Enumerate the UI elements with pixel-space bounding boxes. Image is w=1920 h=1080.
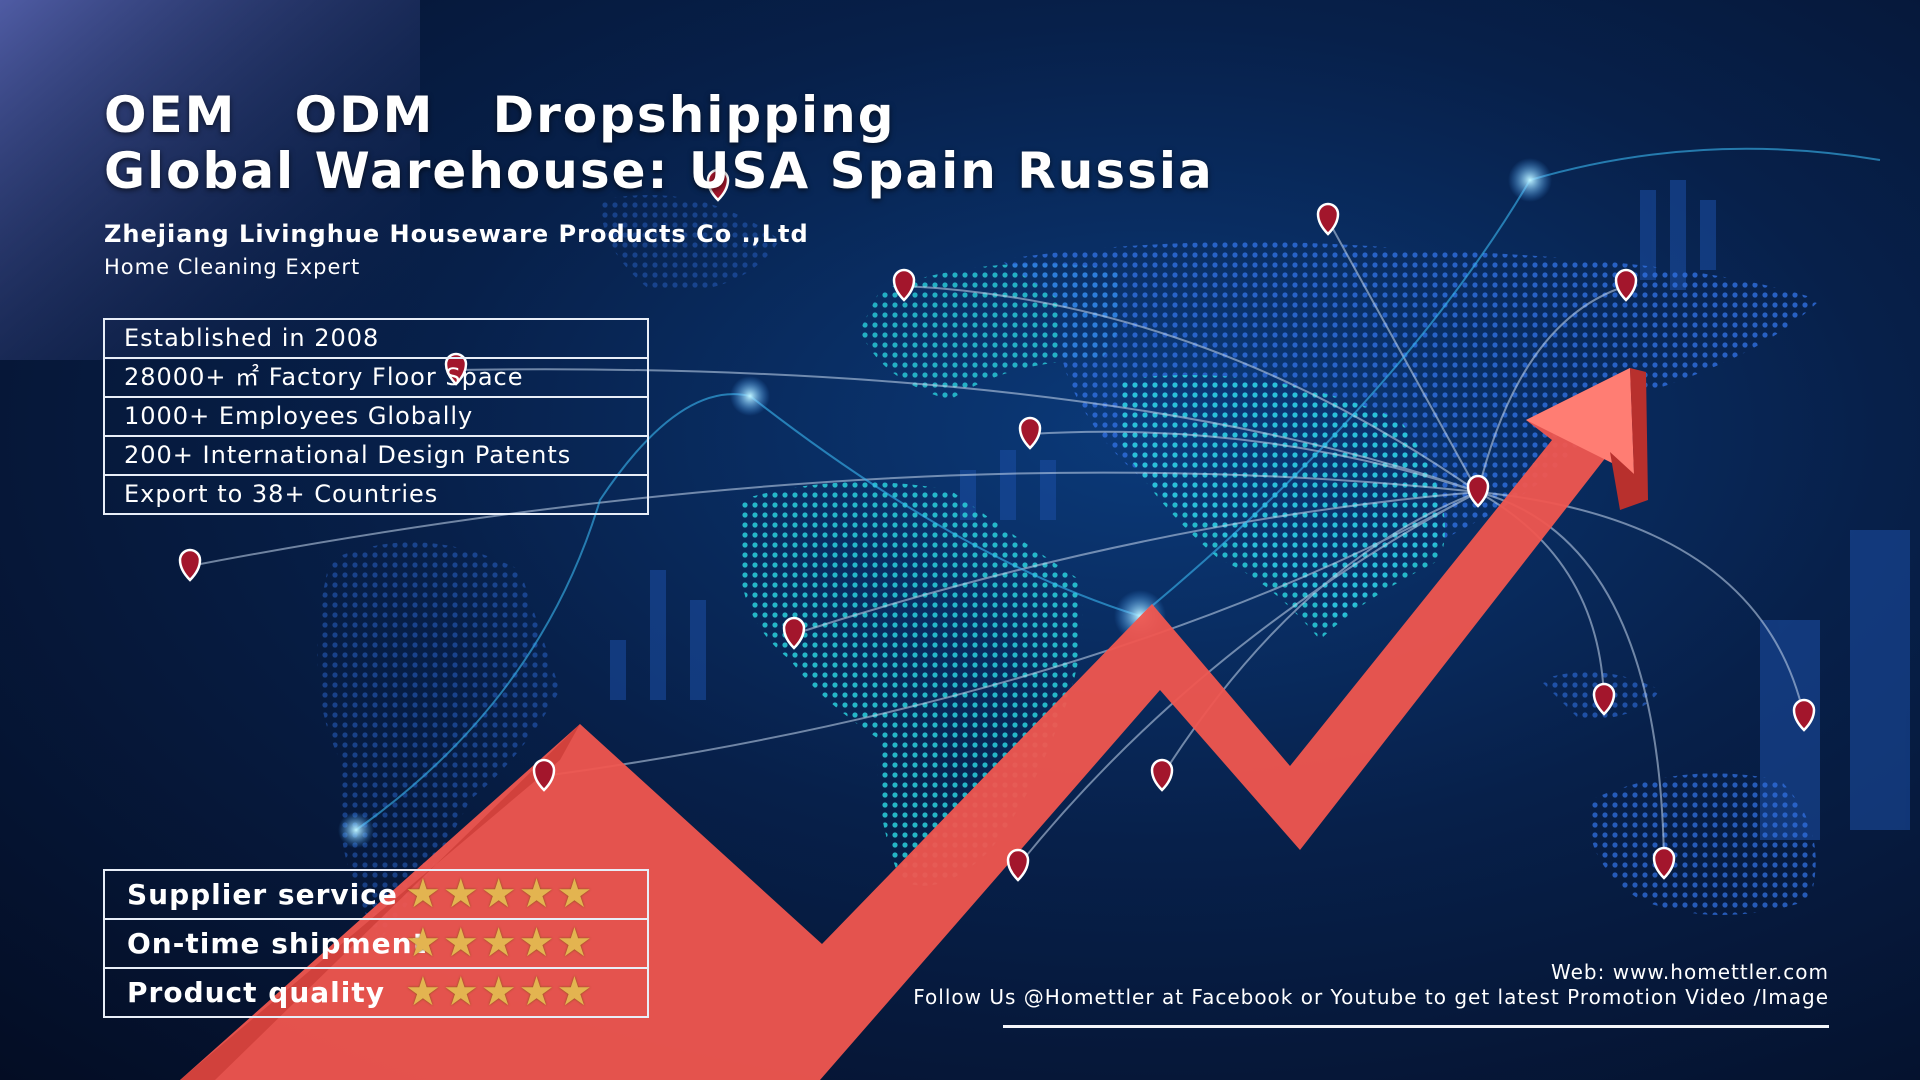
glow-arcs bbox=[355, 147, 1881, 831]
glow-nodes bbox=[338, 158, 1552, 848]
rating-label: Product quality bbox=[127, 976, 385, 1009]
website-text: Web: www.homettler.com bbox=[1551, 960, 1829, 984]
rating-row: On-time shipment ★★★★★ bbox=[105, 920, 647, 969]
rating-label: Supplier service bbox=[127, 878, 398, 911]
rating-label: On-time shipment bbox=[127, 927, 427, 960]
world-map bbox=[317, 195, 1820, 940]
fact-employees: 1000+ Employees Globally bbox=[105, 398, 647, 437]
company-name: Zhejiang Livinghue Houseware Products Co… bbox=[104, 220, 809, 248]
fact-established: Established in 2008 bbox=[105, 320, 647, 359]
fact-export: Export to 38+ Countries bbox=[124, 480, 439, 508]
ratings-table: Supplier service ★★★★★ On-time shipment … bbox=[103, 869, 649, 1018]
light-flare bbox=[0, 0, 420, 360]
rating-row: Product quality ★★★★★ bbox=[105, 969, 647, 1016]
tagline: Home Cleaning Expert bbox=[104, 255, 361, 279]
star-icon: ★★★★★ bbox=[405, 920, 595, 966]
footer-divider bbox=[1003, 1025, 1829, 1028]
fact-floor-space: 28000+ ㎡ Factory Floor Space bbox=[105, 359, 647, 398]
star-icon: ★★★★★ bbox=[405, 969, 595, 1015]
company-facts-table: Established in 2008 28000+ ㎡ Factory Flo… bbox=[103, 318, 649, 515]
fact-patents: 200+ International Design Patents bbox=[105, 437, 647, 476]
location-pin-icon bbox=[178, 168, 1816, 882]
trend-arrow-icon bbox=[180, 368, 1648, 1080]
headline-services: OEM ODM Dropshipping bbox=[104, 86, 896, 144]
star-icon: ★★★★★ bbox=[405, 871, 595, 917]
headline-warehouses: Global Warehouse: USA Spain Russia bbox=[104, 142, 1214, 200]
follow-us-text: Follow Us @Homettler at Facebook or Yout… bbox=[913, 985, 1829, 1009]
rating-row: Supplier service ★★★★★ bbox=[105, 871, 647, 920]
